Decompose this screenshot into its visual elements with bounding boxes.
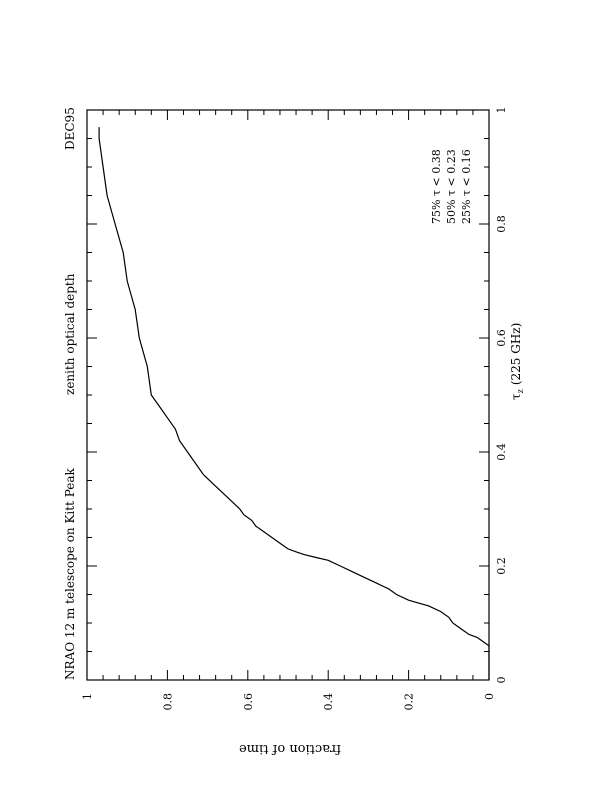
chart-title: NRAO 12 m telescope on Kitt Peak: [63, 467, 77, 680]
y-axis-label: fraction of time: [239, 741, 341, 756]
x-tick-label: 0.6: [495, 329, 508, 347]
annotations: 75% τ < 0.38 50% τ < 0.23 25% τ < 0.16: [430, 149, 473, 224]
x-tick-label: 0.8: [495, 215, 508, 233]
annotation: 50% τ < 0.23: [445, 149, 458, 224]
y-tick-label: 0.2: [403, 693, 416, 711]
x-axis-label-symbol: τ: [509, 393, 523, 400]
x-tick-label: 0: [495, 677, 508, 684]
x-tick-label: 0.4: [495, 443, 508, 461]
x-axis-label: τz (225 GHz): [509, 323, 525, 400]
chart-subtitle: zenith optical depth: [63, 273, 77, 395]
annotation: 75% τ < 0.38: [430, 149, 443, 224]
period-label: DEC95: [63, 107, 77, 150]
annotation: 25% τ < 0.16: [460, 149, 473, 224]
x-tick-label: 1: [495, 107, 508, 114]
x-axis-label-suffix: (225 GHz): [509, 323, 523, 385]
y-tick-label: 0: [483, 693, 496, 700]
x-tick-label: 0.2: [495, 557, 508, 575]
y-tick-label: 1: [81, 693, 94, 700]
ticks: [86, 109, 490, 681]
y-tick-label: 0.4: [322, 693, 335, 711]
series-line: [98, 127, 490, 680]
tick-labels: 0 0.2 0.4 0.6 0.8 1 0 0.2 0.4 0.6 0.8 1: [81, 107, 508, 711]
x-axis-label-subscript: z: [516, 389, 525, 393]
plot-frame: [86, 109, 490, 681]
y-tick-label: 0.6: [242, 693, 255, 711]
y-tick-label: 0.8: [161, 693, 174, 711]
